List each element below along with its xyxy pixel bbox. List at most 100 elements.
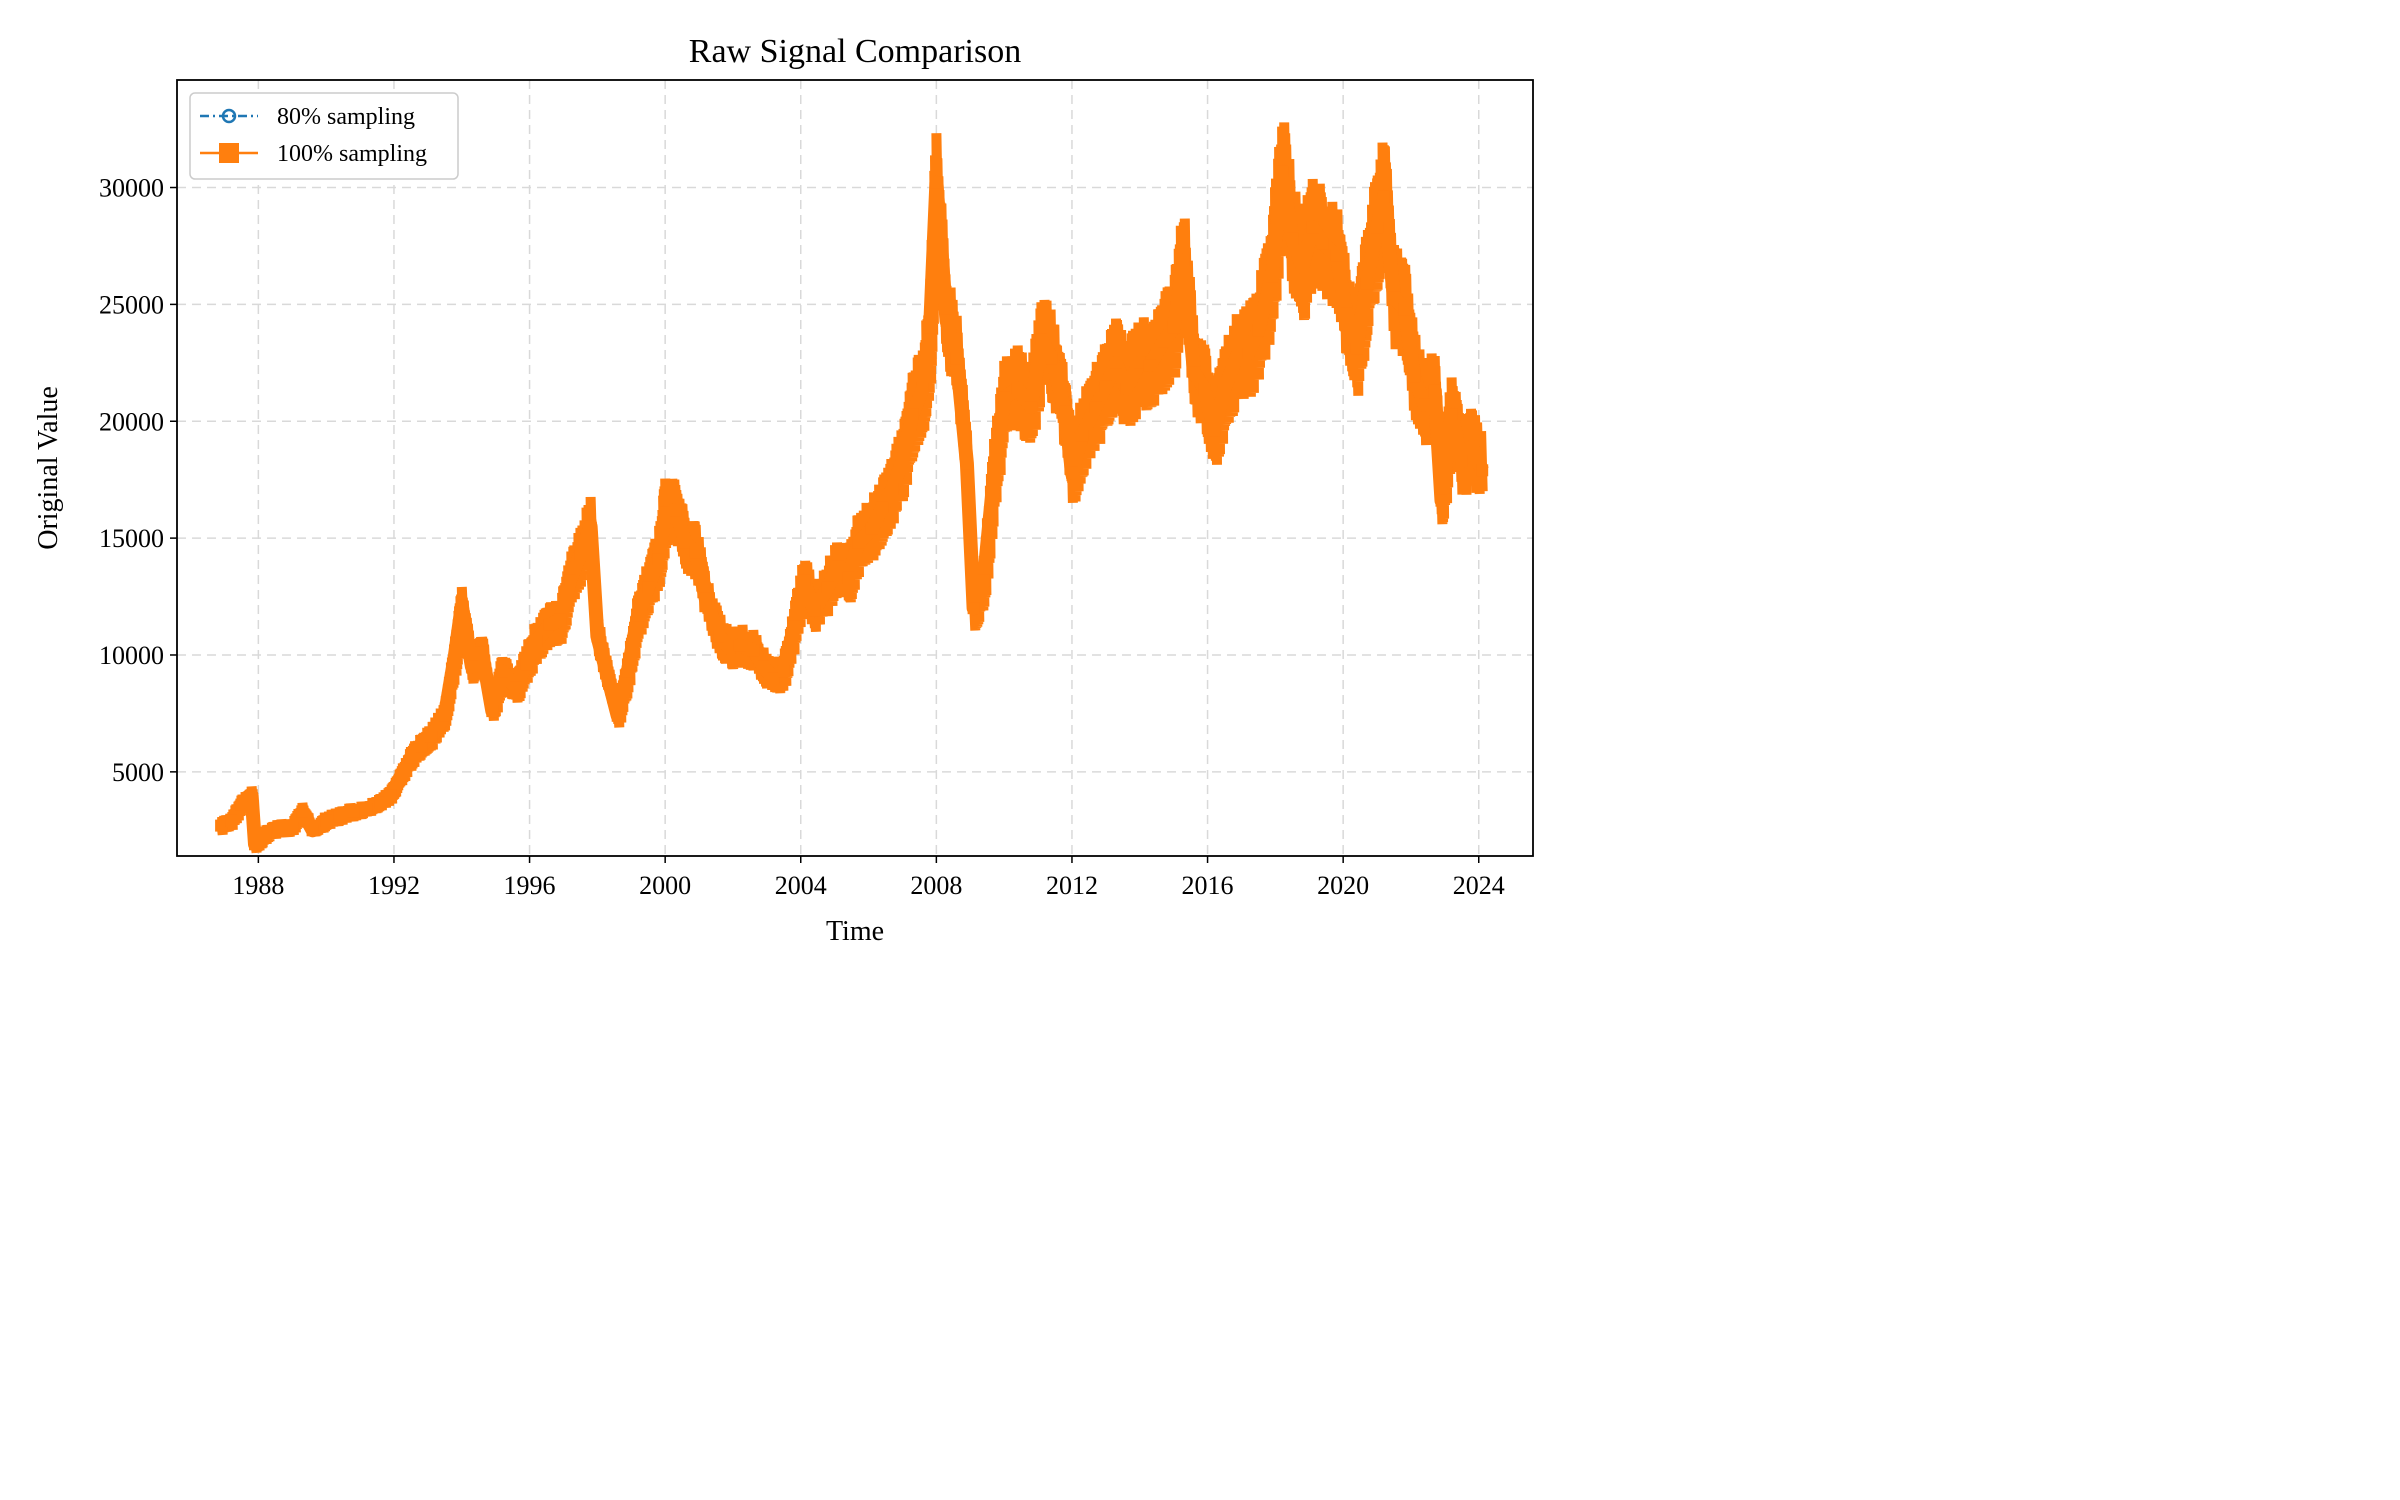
x-tick-label: 2008: [910, 871, 962, 900]
series-point: [930, 176, 943, 189]
series-point: [225, 814, 238, 827]
series-point: [689, 546, 702, 559]
x-tick-label: 1988: [232, 871, 284, 900]
series-point: [1218, 382, 1231, 395]
series-point: [1099, 380, 1112, 393]
series-point: [1011, 382, 1024, 395]
series-point: [967, 602, 980, 615]
tick-layer: 1988 1992 1996 2000 2004 2008 2012 2016 2020 2024…: [99, 174, 1505, 900]
series-point: [425, 730, 438, 743]
series-point: [1408, 370, 1421, 383]
series-point: [554, 613, 567, 626]
series-point: [1350, 342, 1363, 355]
series-point: [1177, 254, 1190, 266]
x-tick-label: 2000: [639, 871, 691, 900]
series-point: [659, 506, 672, 519]
series-point: [1388, 291, 1400, 304]
series-point: [977, 574, 990, 587]
series-point: [1296, 261, 1309, 273]
series-point: [1232, 347, 1245, 360]
series-point: [415, 740, 428, 753]
series-point: [360, 803, 373, 816]
series-point: [249, 838, 261, 851]
series-point: [798, 574, 811, 587]
legend: 80% sampling 100% sampling: [189, 92, 459, 180]
series-point: [235, 798, 248, 811]
series-point: [306, 824, 319, 837]
series-point: [510, 681, 522, 694]
x-tick-label: 2012: [1046, 871, 1098, 900]
series-point: [404, 751, 417, 764]
series-point: [1377, 190, 1390, 203]
series-point: [906, 408, 919, 421]
y-tick-label: 20000: [99, 407, 164, 436]
series-point: [1466, 441, 1478, 453]
series-point: [842, 571, 855, 584]
series-point: [455, 599, 468, 612]
series-point: [1252, 324, 1265, 337]
series-point: [574, 548, 587, 561]
series-point: [777, 665, 790, 678]
series-point: [1035, 333, 1048, 346]
series-point: [652, 553, 665, 566]
series-point: [1340, 307, 1353, 320]
series-point: [374, 796, 387, 809]
series-point: [320, 814, 333, 827]
series-point: [1066, 466, 1078, 479]
series-point: [1371, 221, 1384, 234]
series-point: [916, 382, 929, 395]
series-point: [601, 670, 614, 682]
y-tick-label: 10000: [99, 641, 164, 670]
series-point: [821, 581, 834, 594]
y-tick-label: 5000: [112, 758, 164, 787]
series-point: [1398, 303, 1411, 316]
series-point: [757, 660, 770, 673]
series-point: [215, 819, 228, 832]
plot-frame: [176, 79, 1534, 857]
series-point: [988, 469, 1000, 481]
y-tick-label: 15000: [99, 524, 164, 553]
series-point: [1266, 270, 1278, 283]
series-point: [1198, 382, 1211, 395]
series-point: [940, 314, 953, 327]
series-point: [584, 520, 597, 533]
x-tick-label: 2016: [1182, 871, 1234, 900]
series-point: [886, 483, 899, 495]
series-2: [215, 122, 1489, 854]
series-point: [642, 581, 655, 594]
series-point: [520, 658, 533, 671]
series-point: [788, 620, 800, 633]
series-point: [767, 672, 780, 685]
series-point: [1242, 347, 1255, 360]
series-point: [1476, 464, 1489, 477]
series-point: [713, 630, 726, 643]
series-point: [1110, 356, 1122, 369]
series-point: [733, 639, 746, 652]
series-point: [543, 618, 556, 631]
series-point: [852, 536, 865, 549]
series-point: [1167, 321, 1180, 334]
series-point: [747, 644, 760, 657]
series-point: [876, 501, 889, 514]
series-point: [476, 646, 489, 659]
series-point: [808, 604, 821, 617]
y-axis-label: Original Value: [33, 386, 64, 550]
series-point: [465, 660, 478, 673]
series-point: [564, 574, 577, 587]
series-point: [1435, 494, 1448, 507]
series-point: [1188, 366, 1200, 379]
series-point: [1455, 455, 1468, 467]
series-point: [486, 705, 499, 718]
series-layer: [215, 122, 1489, 854]
legend-entry-series-1: 80% sampling: [200, 104, 415, 130]
legend-entry-series-2: 100% sampling: [200, 141, 427, 167]
legend-marker-series-1: [221, 108, 237, 124]
series-point: [950, 352, 963, 365]
series-point: [333, 810, 346, 823]
series-point: [496, 665, 509, 678]
series-point: [1143, 359, 1156, 372]
series-point: [1089, 401, 1102, 414]
series-point: [865, 522, 878, 535]
series-point: [449, 649, 461, 661]
series-point: [296, 805, 309, 818]
